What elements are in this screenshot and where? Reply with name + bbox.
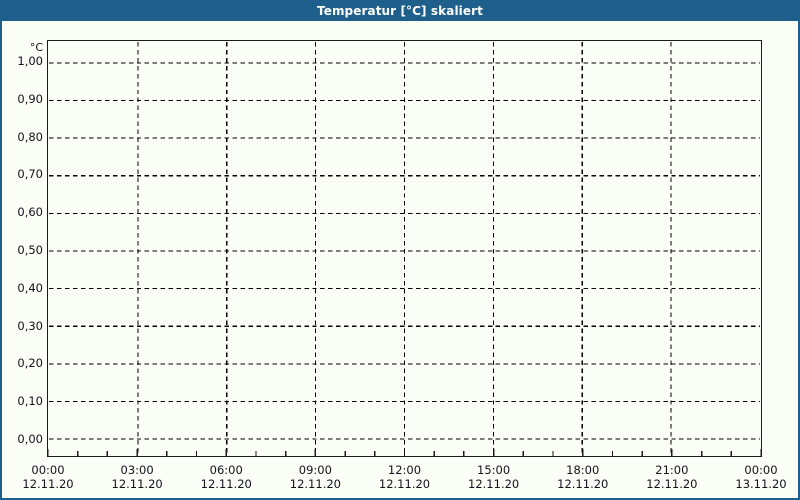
y-axis-tick-label: 0,70: [17, 167, 43, 182]
x-tick-date: 12.11.20: [111, 476, 163, 491]
x-tick-date: 12.11.20: [557, 476, 609, 491]
x-tick-time: 21:00: [655, 463, 689, 477]
x-tick-time: 18:00: [566, 463, 600, 477]
x-tick-date: 12.11.20: [468, 476, 520, 491]
x-tick-date: 13.11.20: [735, 476, 787, 491]
plot-area: [47, 40, 762, 457]
x-axis-tick-label: 00:00 13.11.20: [716, 463, 798, 491]
x-tick-time: 09:00: [298, 463, 332, 477]
y-axis-tick-label: 0,20: [17, 356, 43, 371]
x-tick-date: 12.11.20: [22, 476, 74, 491]
y-axis-tick-label: 0,10: [17, 394, 43, 409]
x-axis-tick-label: 21:00 12.11.20: [627, 463, 717, 491]
y-axis-tick-label: 0,80: [17, 129, 43, 144]
x-axis-tick-label: 15:00 12.11.20: [449, 463, 539, 491]
x-axis-tick-label: 09:00 12.11.20: [270, 463, 360, 491]
y-axis-labels: °C 0,00 0,10 0,20 0,30 0,40 0,50 0,60 0,70 0,80 0…: [2, 2, 43, 498]
x-tick-time: 06:00: [209, 463, 243, 477]
x-tick-time: 03:00: [120, 463, 154, 477]
y-axis-tick-label: 0,90: [17, 91, 43, 106]
chart-title-bar: Temperatur [°C] skaliert: [2, 2, 798, 21]
x-tick-date: 12.11.20: [289, 476, 341, 491]
x-axis-tick-label: 12:00 12.11.20: [360, 463, 450, 491]
y-axis-tick-label: 1,00: [17, 54, 43, 68]
page-title: Temperatur [°C] skaliert: [317, 3, 483, 18]
x-axis-tick-label: 03:00 12.11.20: [92, 463, 182, 491]
x-tick-time: 15:00: [477, 463, 511, 477]
x-tick-time: 00:00: [744, 463, 778, 477]
x-tick-date: 12.11.20: [378, 476, 431, 491]
x-tick-date: 12.11.20: [646, 476, 698, 491]
grid-lines: [48, 41, 761, 456]
y-axis-tick-label: 0,30: [17, 318, 43, 333]
y-axis-tick-label: 0,00: [17, 432, 43, 446]
x-tick-time: 00:00: [31, 463, 65, 477]
x-tick-time: 12:00: [387, 463, 422, 477]
y-axis-tick-label: 0,50: [17, 243, 43, 257]
x-axis-tick-label: 00:00 12.11.20: [3, 463, 93, 491]
y-axis-unit-label: °C: [29, 41, 43, 54]
x-tick-date: 12.11.20: [200, 476, 252, 491]
y-axis-tick-label: 0,60: [17, 205, 43, 220]
x-axis-tick-label: 06:00 12.11.20: [181, 463, 271, 491]
x-axis-tick-label: 18:00 12.11.20: [538, 463, 628, 491]
y-axis-tick-label: 0,40: [17, 280, 43, 295]
